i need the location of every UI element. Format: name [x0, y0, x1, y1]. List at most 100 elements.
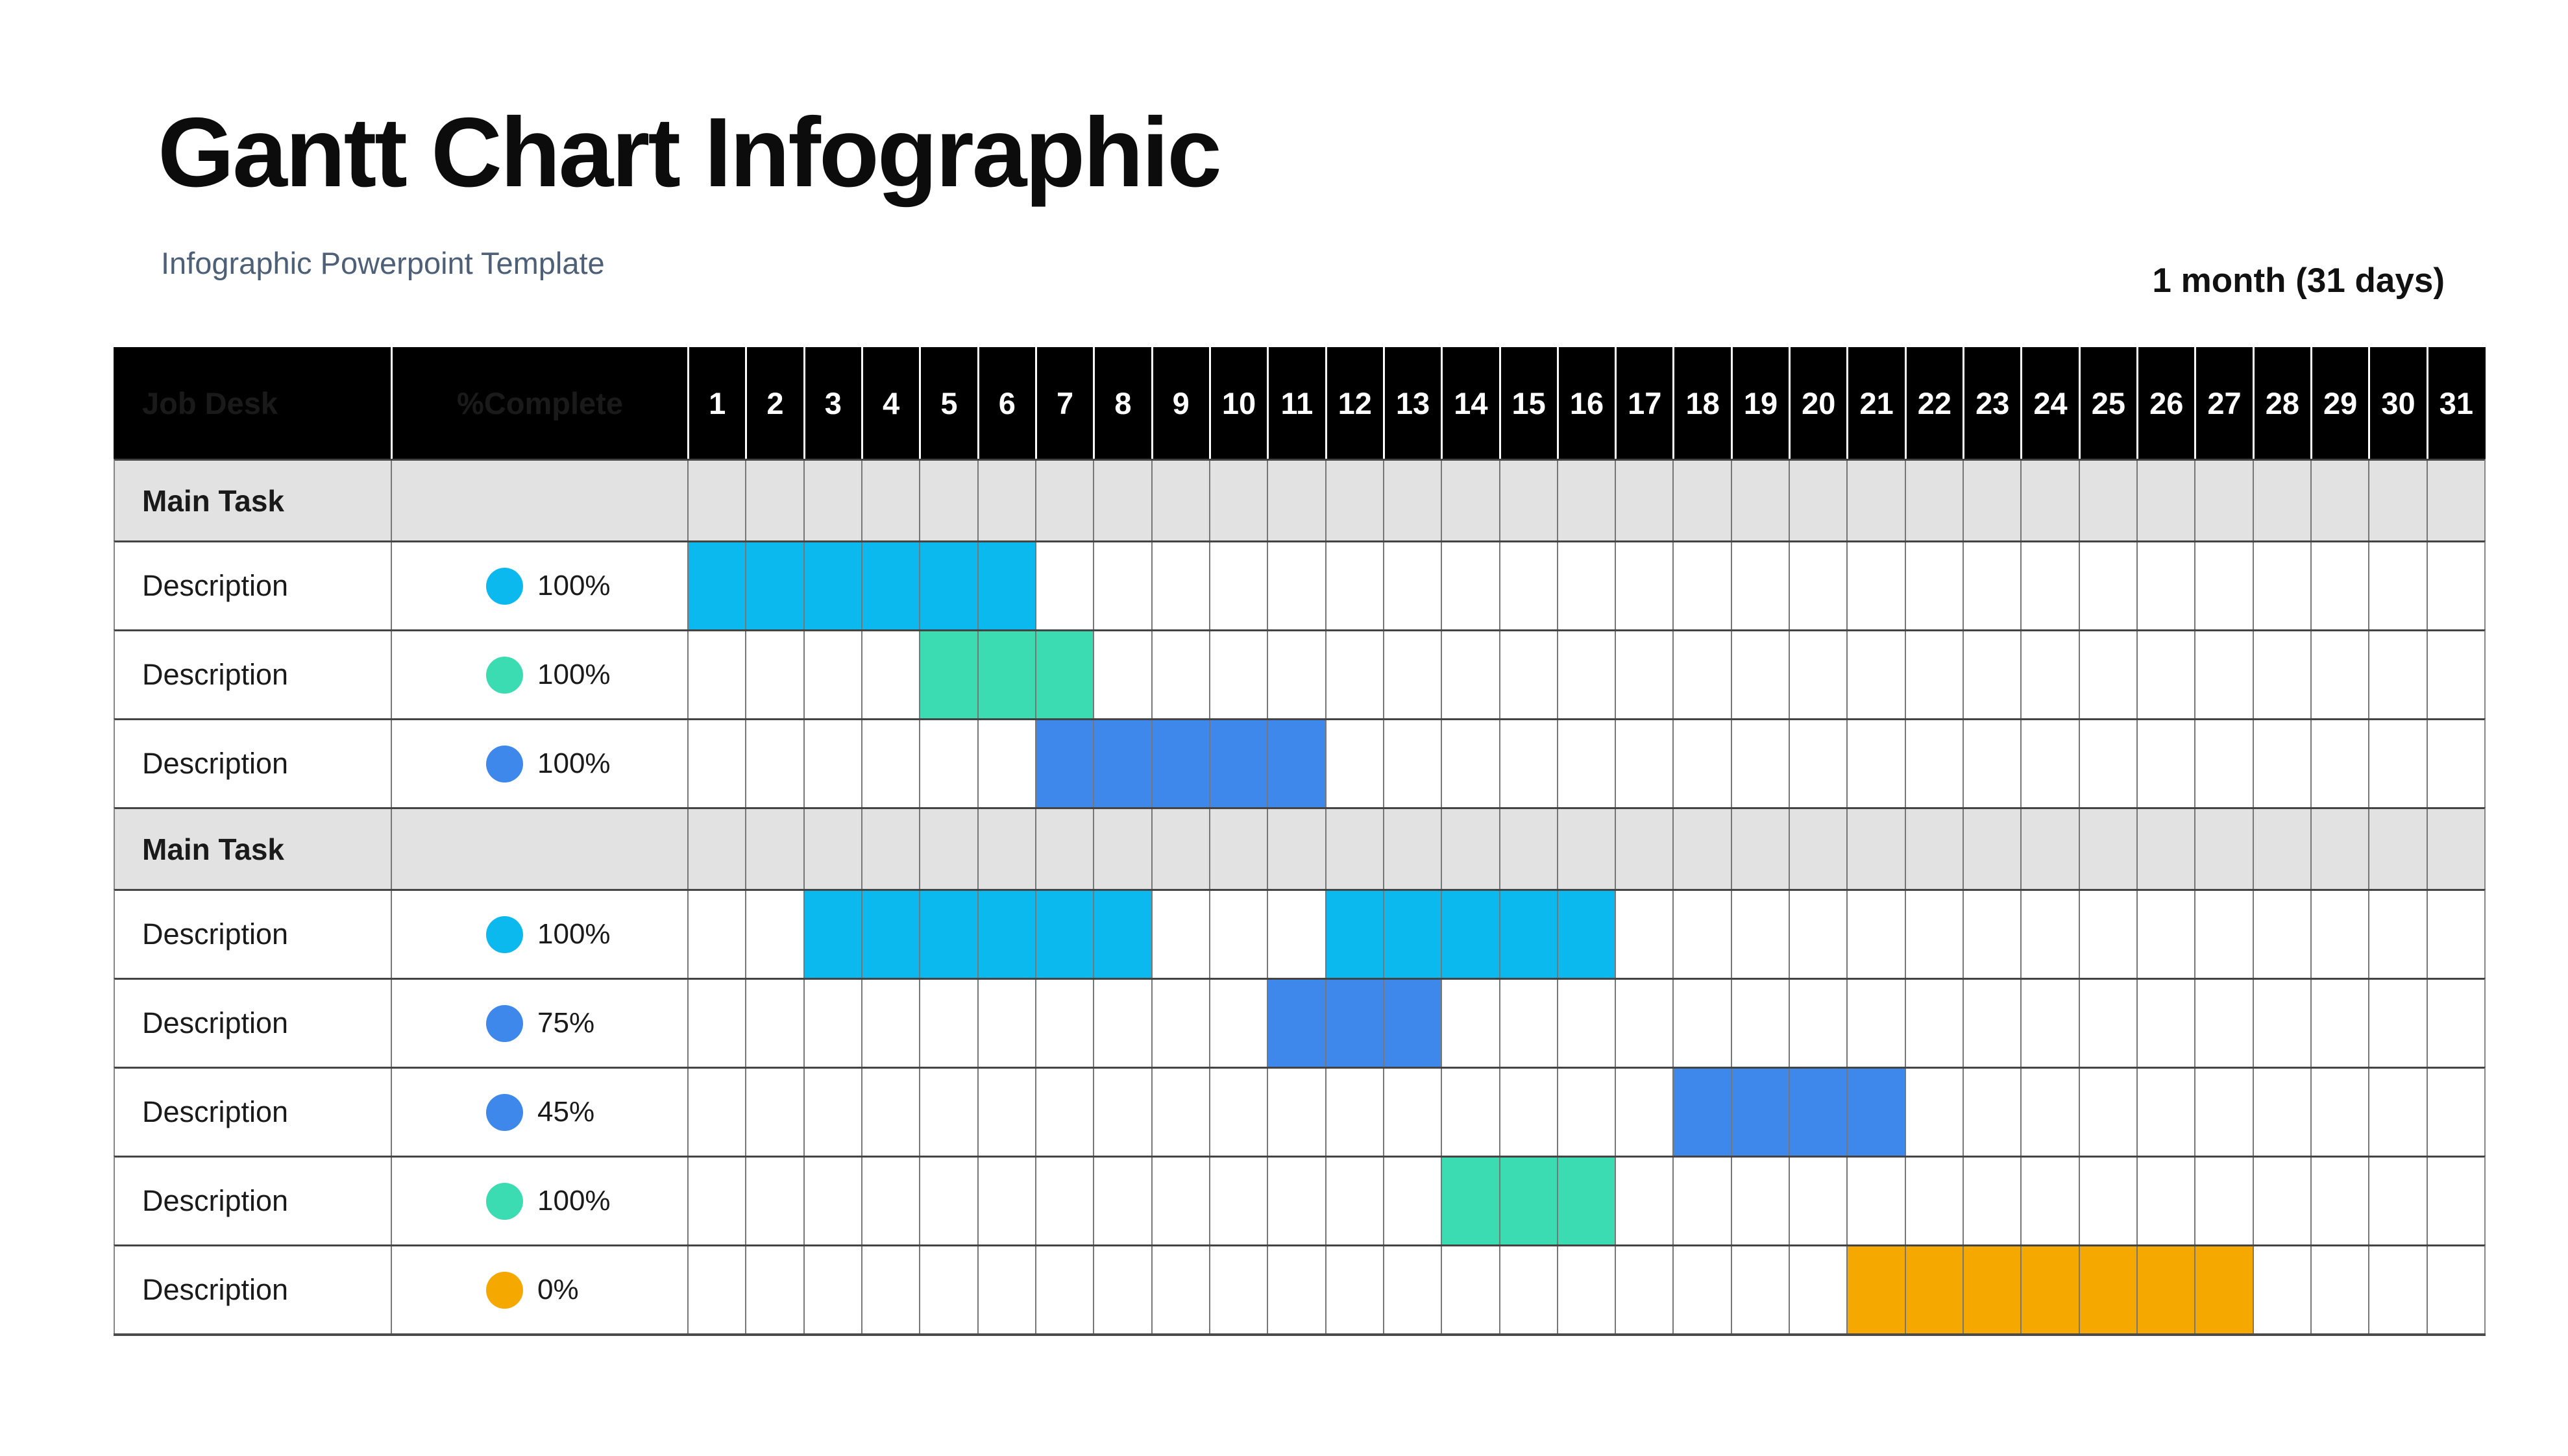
- day-cell: [1730, 891, 1789, 978]
- day-cell: [745, 1246, 803, 1333]
- day-cell: [2078, 980, 2136, 1067]
- gantt-bar-cell: [1789, 1069, 1847, 1156]
- day-cell: [1556, 631, 1615, 718]
- section-day-cell: [977, 809, 1035, 889]
- day-cell: [1267, 1158, 1325, 1244]
- day-cell: [2194, 980, 2252, 1067]
- section-day-cell: [745, 461, 803, 540]
- section-row: Main Task: [114, 807, 2486, 889]
- section-day-cell: [1267, 461, 1325, 540]
- section-day-cell: [1382, 461, 1441, 540]
- section-day-cell: [1208, 461, 1267, 540]
- gantt-bar-cell: [1846, 1246, 1905, 1333]
- task-percent: 100%: [391, 720, 687, 807]
- day-cell: [2252, 1246, 2310, 1333]
- task-row: Description 100%: [114, 889, 2486, 978]
- day-cell: [687, 631, 745, 718]
- day-cell: [1208, 1158, 1267, 1244]
- day-cell: [1789, 891, 1846, 978]
- day-cell: [1730, 980, 1789, 1067]
- task-label: Description: [142, 569, 289, 602]
- section-day-cell: [861, 809, 919, 889]
- day-cell: [1963, 980, 2020, 1067]
- day-cell: [2078, 542, 2136, 629]
- section-day-cell: [1441, 461, 1498, 540]
- day-cell: [2368, 1246, 2426, 1333]
- day-cell: [2136, 720, 2194, 807]
- header-day-4: 4: [861, 347, 919, 459]
- section-day-cell: [1498, 461, 1557, 540]
- day-cell: [1672, 542, 1730, 629]
- header-day-18: 18: [1672, 347, 1730, 459]
- day-cell: [2426, 980, 2484, 1067]
- day-cell: [2020, 980, 2078, 1067]
- day-cell: [1325, 631, 1383, 718]
- day-cell: [1325, 1069, 1383, 1156]
- day-cell: [2310, 631, 2368, 718]
- gantt-bar-cell: [1498, 891, 1557, 978]
- day-cell: [1325, 1246, 1383, 1333]
- day-cell: [2252, 980, 2310, 1067]
- percent-dot: [486, 1182, 523, 1220]
- day-cell: [1615, 542, 1672, 629]
- header-complete: %Complete: [391, 347, 687, 459]
- section-day-cell: [2310, 809, 2368, 889]
- day-cell: [745, 1069, 803, 1156]
- day-cell: [1151, 1246, 1209, 1333]
- day-cell: [2136, 891, 2194, 978]
- section-day-cell: [2194, 461, 2252, 540]
- header-day-29: 29: [2310, 347, 2368, 459]
- day-cell: [687, 1246, 745, 1333]
- section-day-cell: [2078, 461, 2136, 540]
- percent-value: 45%: [537, 1096, 595, 1128]
- day-cell: [1789, 720, 1846, 807]
- percent-value: 100%: [537, 659, 611, 690]
- task-label: Description: [142, 747, 289, 780]
- day-cell: [1151, 891, 1209, 978]
- day-cell: [2252, 542, 2310, 629]
- day-cell: [2078, 1158, 2136, 1244]
- day-cell: [1325, 720, 1383, 807]
- day-cell: [2020, 1158, 2078, 1244]
- section-day-cell: [919, 809, 977, 889]
- day-cell: [2310, 1069, 2368, 1156]
- day-cell: [2252, 891, 2310, 978]
- day-cell: [2136, 1158, 2194, 1244]
- gantt-bar-cell: [1267, 980, 1325, 1067]
- day-cell: [1730, 1246, 1789, 1333]
- day-cell: [687, 720, 745, 807]
- page-title: Gantt Chart Infographic: [158, 97, 1222, 208]
- gantt-bar-cell: [861, 542, 920, 629]
- header-day-17: 17: [1615, 347, 1672, 459]
- header-day-11: 11: [1267, 347, 1325, 459]
- gantt-bar-cell: [1034, 891, 1094, 978]
- section-day-cell: [919, 461, 977, 540]
- day-cell: [1382, 1246, 1441, 1333]
- header-day-30: 30: [2368, 347, 2426, 459]
- section-day-cell: [1267, 809, 1325, 889]
- section-day-cell: [803, 809, 861, 889]
- section-day-cell: [2252, 461, 2310, 540]
- day-cell: [1382, 1069, 1441, 1156]
- section-day-cell: [2020, 461, 2078, 540]
- day-cell: [1382, 542, 1441, 629]
- section-day-cell: [1730, 461, 1789, 540]
- day-cell: [1441, 980, 1498, 1067]
- day-cell: [1672, 631, 1730, 718]
- day-cell: [687, 1069, 745, 1156]
- task-row: Description 100%: [114, 1156, 2486, 1244]
- day-cell: [977, 1246, 1035, 1333]
- day-cell: [1789, 980, 1846, 1067]
- day-cell: [1556, 1069, 1615, 1156]
- day-cell: [1325, 1158, 1383, 1244]
- gantt-bar-cell: [1556, 891, 1615, 978]
- day-cell: [1730, 1158, 1789, 1244]
- header-day-5: 5: [919, 347, 977, 459]
- section-day-cell: [687, 461, 745, 540]
- section-day-cell: [2252, 809, 2310, 889]
- gantt-bar-cell: [919, 631, 977, 718]
- day-cell: [1208, 1069, 1267, 1156]
- header-day-13: 13: [1382, 347, 1441, 459]
- day-cell: [2368, 1158, 2426, 1244]
